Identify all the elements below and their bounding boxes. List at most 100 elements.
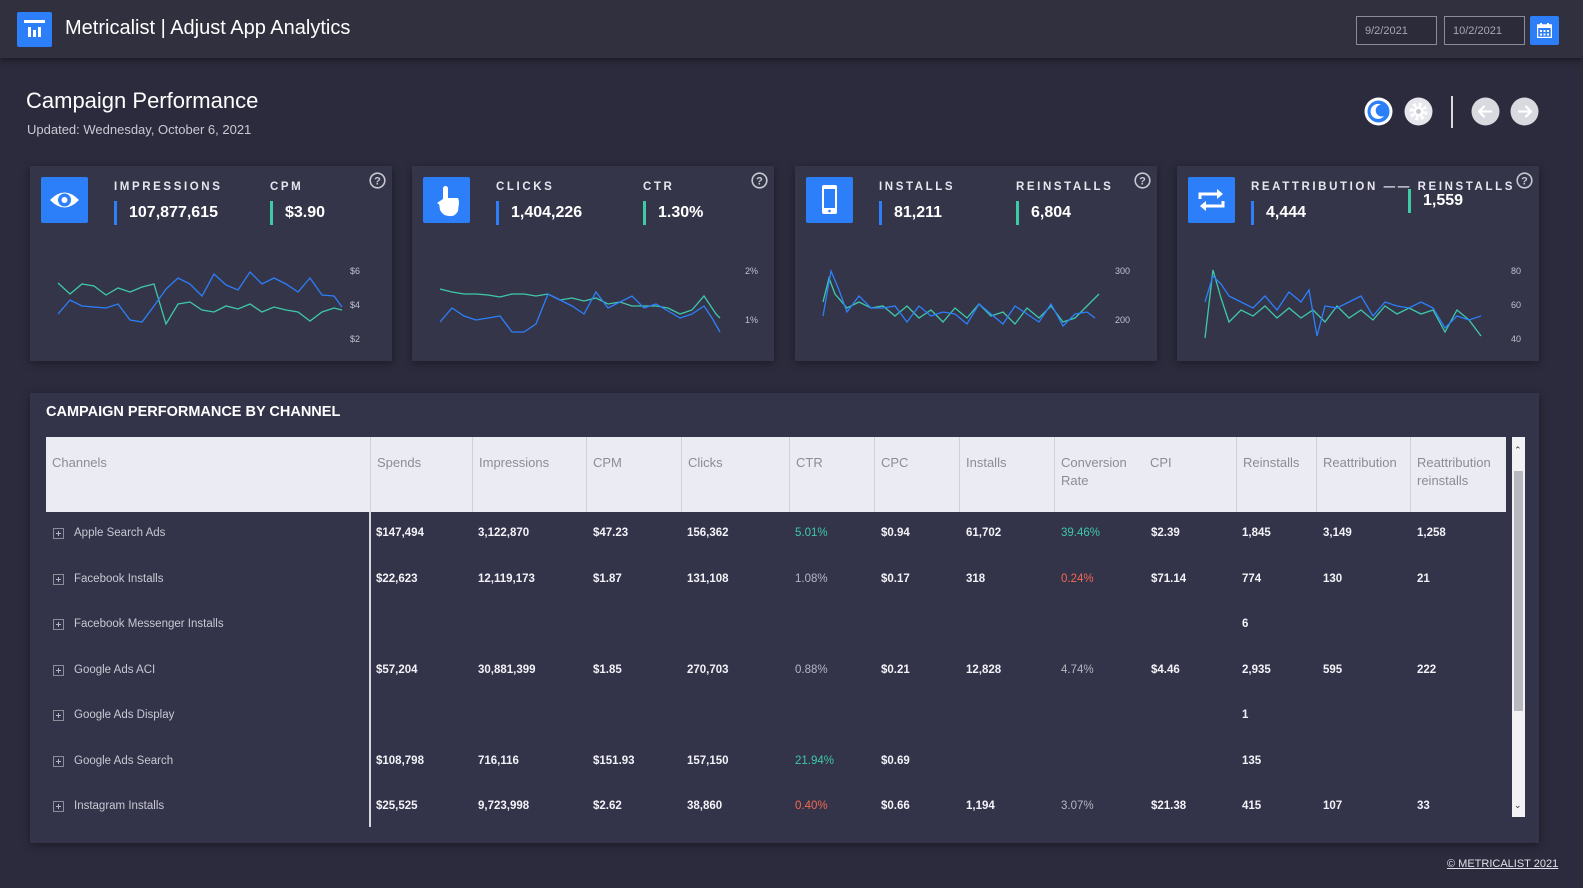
table-cell: $0.69: [881, 754, 910, 767]
axis-label: 60: [1511, 300, 1521, 310]
metric-label: CTR: [643, 181, 675, 193]
toolbar-divider: [1451, 96, 1453, 128]
dark-mode-icon[interactable]: [1364, 97, 1393, 126]
column-header[interactable]: CPM: [586, 437, 681, 512]
metric-value: 107,877,615: [114, 201, 222, 225]
start-date-input[interactable]: 9/2/2021: [1356, 16, 1437, 45]
table-row[interactable]: Google Ads ACI $57,204 30,881,399 $1.85 270,…: [46, 649, 1506, 694]
column-header[interactable]: Channels: [52, 455, 107, 470]
column-header[interactable]: Reattribution: [1316, 437, 1410, 512]
kpi-card-impressions: IMPRESSIONS 107,877,615 CPM $3.90 ? $6 $…: [30, 166, 392, 361]
column-header[interactable]: Conversion Rate: [1054, 437, 1144, 512]
table-cell: 39.46%: [1061, 527, 1101, 539]
scroll-thumb[interactable]: [1514, 471, 1523, 711]
ctr-metric: CTR 1.30%: [643, 181, 703, 225]
calendar-icon[interactable]: [1530, 16, 1559, 45]
metric-label: CLICKS: [496, 181, 555, 193]
table-cell: 1,845: [1242, 527, 1271, 539]
expand-icon[interactable]: [53, 801, 64, 812]
table-row[interactable]: Apple Search Ads $147,494 3,122,870 $47.23 1…: [46, 512, 1506, 557]
expand-icon[interactable]: [53, 664, 64, 676]
metric-value: 1,404,226: [496, 201, 582, 225]
expand-icon[interactable]: [53, 528, 64, 539]
top-bar: Metricalist | Adjust App Analytics 9/2/2…: [0, 0, 1583, 58]
table-cell: 21.94%: [795, 754, 835, 767]
expand-icon[interactable]: [53, 755, 64, 767]
column-header[interactable]: CPC: [874, 437, 959, 512]
column-header[interactable]: Installs: [959, 437, 1054, 512]
expand-icon[interactable]: [53, 619, 64, 630]
channel-name: Google Ads Search: [74, 754, 174, 767]
table-cell: 21: [1417, 572, 1430, 585]
table-scrollbar[interactable]: ⌃ ⌄: [1512, 437, 1525, 817]
table-cell: 415: [1242, 800, 1262, 812]
table-cell: $0.21: [881, 663, 910, 676]
table-cell: $1.85: [593, 663, 622, 676]
table-row[interactable]: Google Ads Search $108,798 716,116 $151.93 1…: [46, 740, 1506, 785]
arrow-right-icon[interactable]: [1510, 97, 1539, 126]
table-cell: $0.94: [881, 527, 910, 539]
column-header[interactable]: Reinstalls: [1236, 437, 1316, 512]
svg-text:?: ?: [756, 176, 763, 188]
table-row[interactable]: Google Ads Display 1: [46, 694, 1506, 739]
table-cell: 3,122,870: [478, 527, 530, 539]
svg-text:?: ?: [374, 176, 381, 188]
axis-label: 80: [1511, 266, 1521, 276]
table-cell: 6: [1242, 618, 1249, 630]
scroll-up-icon[interactable]: ⌃: [1514, 445, 1522, 455]
help-icon[interactable]: ?: [751, 172, 768, 189]
table-cell: 135: [1242, 754, 1262, 767]
end-date-input[interactable]: 10/2/2021: [1444, 16, 1525, 45]
table-row[interactable]: Facebook Installs $22,623 12,119,173 $1.87 1…: [46, 558, 1506, 603]
scroll-down-icon[interactable]: ⌄: [1514, 800, 1522, 810]
metric-label: IMPRESSIONS: [114, 181, 223, 193]
arrow-left-icon[interactable]: [1471, 97, 1500, 126]
table-cell: 595: [1323, 663, 1343, 676]
axis-label: $6: [350, 266, 360, 276]
table-cell: $147,494: [376, 527, 424, 539]
table-cell: $25,525: [376, 800, 418, 812]
channel-name: Apple Search Ads: [74, 527, 166, 539]
table-row[interactable]: Instagram Installs $25,525 9,723,998 $2.62 3…: [46, 785, 1506, 830]
table-cell: 131,108: [687, 572, 729, 585]
column-header[interactable]: CPI: [1150, 455, 1172, 470]
svg-text:?: ?: [1139, 176, 1146, 188]
bar-chart-icon[interactable]: [17, 12, 52, 47]
table-cell: 130: [1323, 572, 1343, 585]
help-icon[interactable]: ?: [1134, 172, 1151, 189]
table-cell: $57,204: [376, 663, 418, 676]
table-cell: 1,194: [966, 800, 995, 812]
table-cell: 12,119,173: [478, 572, 535, 585]
column-header[interactable]: Spends: [370, 437, 472, 512]
help-icon[interactable]: ?: [1516, 172, 1533, 189]
table-cell: 156,362: [687, 527, 729, 539]
metric-value: 1.30%: [643, 201, 703, 225]
table-cell: 1: [1242, 709, 1249, 721]
axis-label: 1%: [745, 315, 758, 325]
table-cell: 3.07%: [1061, 800, 1094, 812]
metric-label: REINSTALLS: [1016, 181, 1114, 193]
axis-label: 2%: [745, 266, 758, 276]
pointer-hand-icon: [423, 177, 470, 223]
table-cell: 0.88%: [795, 663, 828, 676]
table-row[interactable]: Facebook Messenger Installs 6: [46, 603, 1506, 648]
column-header[interactable]: Reattribution reinstalls: [1410, 437, 1506, 512]
installs-metric: INSTALLS 81,211: [879, 181, 955, 225]
table-cell: $0.66: [881, 800, 910, 812]
settings-icon[interactable]: [1404, 97, 1433, 126]
table-title: CAMPAIGN PERFORMANCE BY CHANNEL: [46, 404, 341, 420]
help-icon[interactable]: ?: [369, 172, 386, 189]
expand-icon[interactable]: [53, 710, 64, 721]
expand-icon[interactable]: [53, 573, 64, 585]
table-cell: $108,798: [376, 754, 424, 767]
campaign-table-card: CAMPAIGN PERFORMANCE BY CHANNEL Channels…: [30, 393, 1539, 843]
table-cell: 1,258: [1417, 527, 1446, 539]
mobile-phone-icon: [806, 177, 853, 223]
table-cell: 2,935: [1242, 663, 1271, 676]
column-header[interactable]: Clicks: [681, 437, 789, 512]
svg-text:?: ?: [1521, 176, 1528, 188]
column-header[interactable]: CTR: [789, 437, 874, 512]
column-header[interactable]: Impressions: [472, 437, 586, 512]
table-cell: 33: [1417, 800, 1430, 812]
copyright-link[interactable]: © METRICALIST 2021: [1447, 858, 1559, 870]
